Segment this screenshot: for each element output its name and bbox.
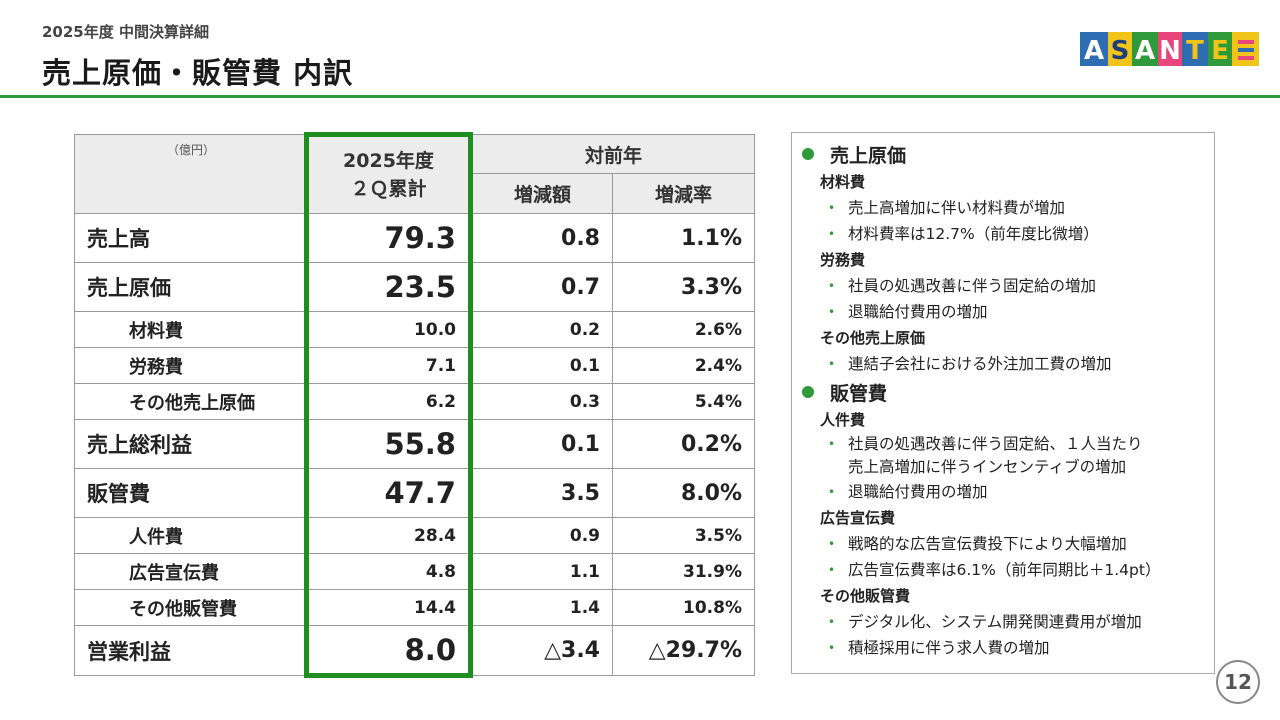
bullet-icon: • — [828, 537, 836, 551]
table-row: 売上総利益 55.8 0.1 0.2% — [74, 419, 755, 469]
bullet-icon: • — [828, 201, 836, 215]
yoy-group-header: 対前年 — [470, 134, 755, 174]
table-row: 広告宣伝費 4.8 1.1 31.9% — [74, 553, 755, 590]
table-row: その他販管費 14.4 1.4 10.8% — [74, 589, 755, 626]
table-row: 材料費 10.0 0.2 2.6% — [74, 311, 755, 348]
list-item: • 戦略的な広告宣伝費投下により大幅増加 — [826, 531, 1204, 557]
list-item: • 退職給付費用の増加 — [826, 299, 1204, 325]
table-row: 労務費 7.1 0.1 2.4% — [74, 347, 755, 384]
page-number: 12 — [1216, 660, 1260, 704]
category-label: その他売上原価 — [820, 329, 926, 347]
bullet-icon: • — [828, 437, 836, 451]
table-row: その他売上原価 6.2 0.3 5.4% — [74, 383, 755, 420]
category-label: その他販管費 — [820, 587, 911, 605]
section-cogs: 売上原価 — [802, 139, 1204, 169]
section-sga: 販管費 — [802, 377, 1204, 407]
table-row: 売上高 79.3 0.8 1.1% — [74, 213, 755, 263]
svg-text:N: N — [1159, 36, 1181, 66]
bullet-icon: • — [828, 227, 836, 241]
list-item: • 社員の処遇改善に伴う固定給の増加 — [826, 273, 1204, 299]
deck-subtitle: 2025年度 中間決算詳細 — [42, 23, 209, 41]
diff-header: 増減額 — [470, 173, 613, 214]
financial-table: （億円） 2025年度 ２Ｑ累計 対前年 増減額 増減率 売上高 79.3 0.8… — [74, 132, 755, 678]
unit-label: （億円） — [74, 134, 307, 214]
table-row: 人件費 28.4 0.9 3.5% — [74, 517, 755, 554]
bullet-icon: • — [828, 563, 836, 577]
category-label: 労務費 — [820, 251, 866, 269]
bullet-icon: • — [828, 305, 836, 319]
category-label: 人件費 — [820, 411, 866, 429]
svg-text:E: E — [1211, 36, 1229, 66]
svg-text:T: T — [1186, 36, 1204, 66]
list-item: • 売上高増加に伴い材料費が増加 — [826, 195, 1204, 221]
category-label: 広告宣伝費 — [820, 509, 896, 527]
svg-text:S: S — [1111, 36, 1130, 66]
bullet-icon: • — [828, 485, 836, 499]
rate-header: 増減率 — [612, 173, 755, 214]
list-item: • 社員の処遇改善に伴う固定給、１人当たり 売上高増加に伴うインセンティブの増加 — [828, 435, 1143, 476]
table-row: 営業利益 8.0 △3.4 △29.7% — [74, 625, 755, 678]
page-title: 売上原価・販管費 内訳 — [42, 56, 354, 90]
bullet-icon: • — [828, 615, 836, 629]
list-item: • 材料費率は12.7%（前年度比微増） — [826, 221, 1204, 247]
list-item: • 積極採用に伴う求人費の増加 — [826, 635, 1204, 661]
list-item: • 退職給付費用の増加 — [826, 479, 1204, 505]
table-row: 売上原価 23.5 0.7 3.3% — [74, 262, 755, 312]
svg-text:A: A — [1135, 36, 1155, 66]
current-period-header: 2025年度 ２Ｑ累計 — [304, 132, 473, 214]
svg-text:A: A — [1084, 36, 1104, 66]
category-label: 材料費 — [820, 173, 866, 191]
title-divider — [0, 95, 1280, 98]
list-item: • デジタル化、システム開発関連費用が増加 — [826, 609, 1204, 635]
asante-logo: A S A N T E — [1080, 32, 1259, 66]
explanation-panel: 売上原価 材料費 • 売上高増加に伴い材料費が増加 • 材料費率は12.7%（前年度… — [791, 132, 1215, 674]
table-row: 販管費 47.7 3.5 8.0% — [74, 468, 755, 518]
bullet-dot-icon — [802, 148, 814, 160]
list-item: • 連結子会社における外注加工費の増加 — [826, 351, 1204, 377]
bullet-dot-icon — [802, 386, 814, 398]
bullet-icon: • — [828, 641, 836, 655]
list-item: • 広告宣伝費率は6.1%（前年同期比＋1.4pt） — [826, 557, 1204, 583]
bullet-icon: • — [828, 357, 836, 371]
bullet-icon: • — [828, 279, 836, 293]
